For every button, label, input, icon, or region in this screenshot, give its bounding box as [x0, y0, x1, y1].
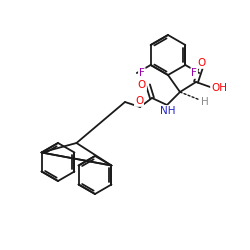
Text: OH: OH	[211, 83, 227, 93]
Text: NH: NH	[160, 106, 176, 116]
Text: O: O	[138, 80, 146, 90]
Text: H: H	[201, 97, 209, 107]
Text: O: O	[135, 96, 143, 106]
Text: F: F	[191, 68, 197, 78]
Text: F: F	[139, 68, 145, 78]
Text: O: O	[198, 58, 206, 68]
